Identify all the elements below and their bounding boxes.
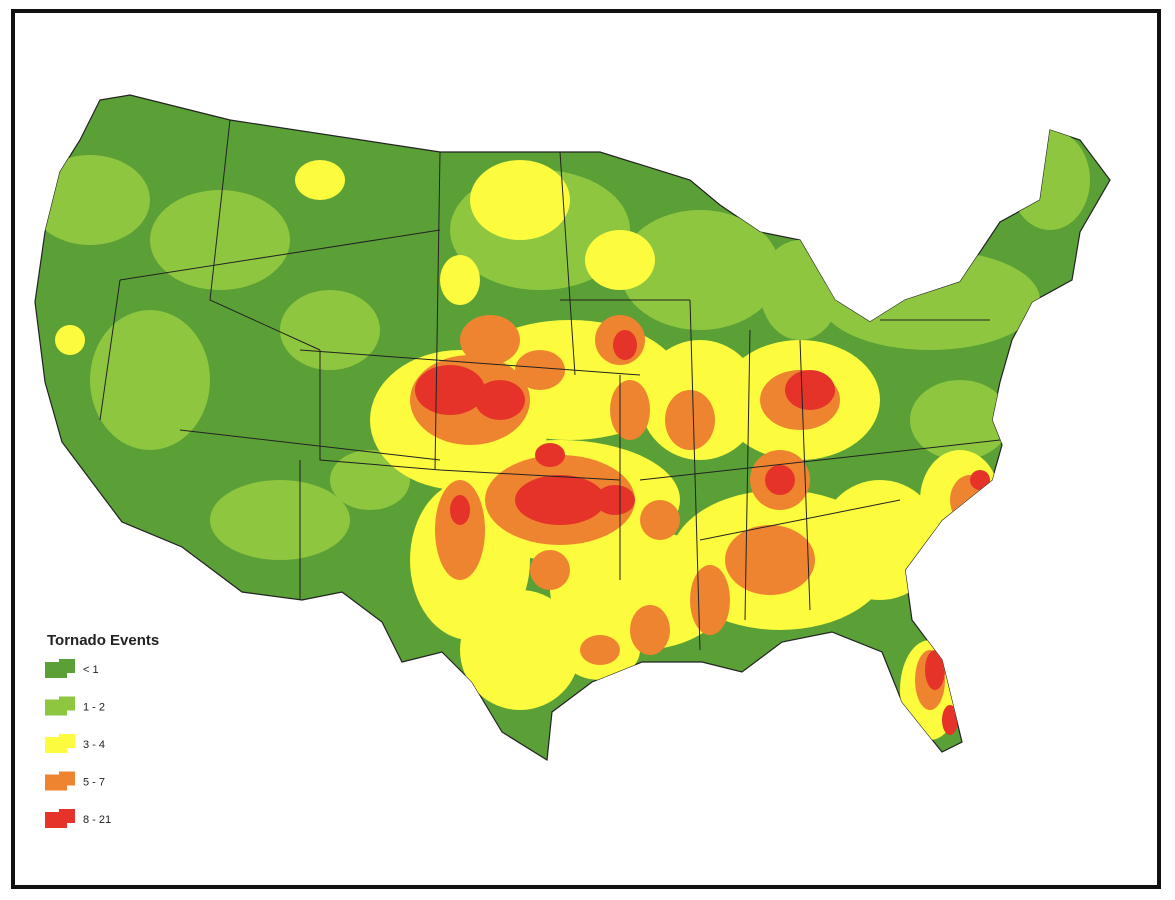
density-patch — [470, 160, 570, 240]
legend-swatch — [45, 809, 75, 828]
legend: < 1 1 - 2 3 - 4 5 - 7 8 - 21 — [45, 659, 111, 828]
density-patch — [910, 380, 1010, 460]
density-patch — [475, 380, 525, 420]
state-borders — [99, 119, 1001, 651]
density-patch — [55, 325, 85, 355]
density-patch — [610, 380, 650, 440]
border-lines — [99, 119, 1001, 651]
density-patch — [665, 390, 715, 450]
legend-label: 3 - 4 — [83, 739, 105, 751]
legend-swatch — [45, 659, 75, 678]
legend-swatch — [45, 734, 75, 753]
density-patch — [515, 475, 605, 525]
density-patch — [35, 155, 150, 245]
density-patch — [460, 315, 520, 365]
density-patch — [725, 525, 815, 595]
density-patch — [630, 605, 670, 655]
density-patch — [330, 450, 410, 510]
density-patch — [925, 650, 945, 690]
density-patch — [942, 705, 958, 735]
legend-swatch — [45, 771, 75, 791]
tornado-density — [35, 130, 1090, 740]
legend-label: < 1 — [83, 664, 99, 676]
legend-label: 1 - 2 — [83, 701, 105, 713]
density-patch — [640, 500, 680, 540]
density-patch — [580, 635, 620, 665]
legend-swatch — [45, 696, 75, 716]
density-patch — [280, 290, 380, 370]
density-patch — [585, 230, 655, 290]
density-patch — [690, 565, 730, 635]
density-patch — [210, 480, 350, 560]
density-patch — [613, 330, 637, 360]
legend-label: 5 - 7 — [83, 776, 105, 788]
density-patch — [460, 590, 580, 710]
density-patch — [970, 470, 990, 490]
density-patch — [440, 255, 480, 305]
density-patch — [785, 370, 835, 410]
legend-label: 8 - 21 — [83, 814, 111, 826]
density-patch — [515, 350, 565, 390]
density-patch — [435, 480, 485, 580]
density-patch — [90, 310, 210, 450]
density-patch — [595, 485, 635, 515]
density-patch — [535, 443, 565, 467]
density-patch — [765, 465, 795, 495]
legend-title: Tornado Events — [47, 632, 159, 649]
density-patch — [295, 160, 345, 200]
density-patch — [450, 495, 470, 525]
density-patch — [530, 550, 570, 590]
density-patch — [415, 365, 485, 415]
density-patch — [150, 190, 290, 290]
